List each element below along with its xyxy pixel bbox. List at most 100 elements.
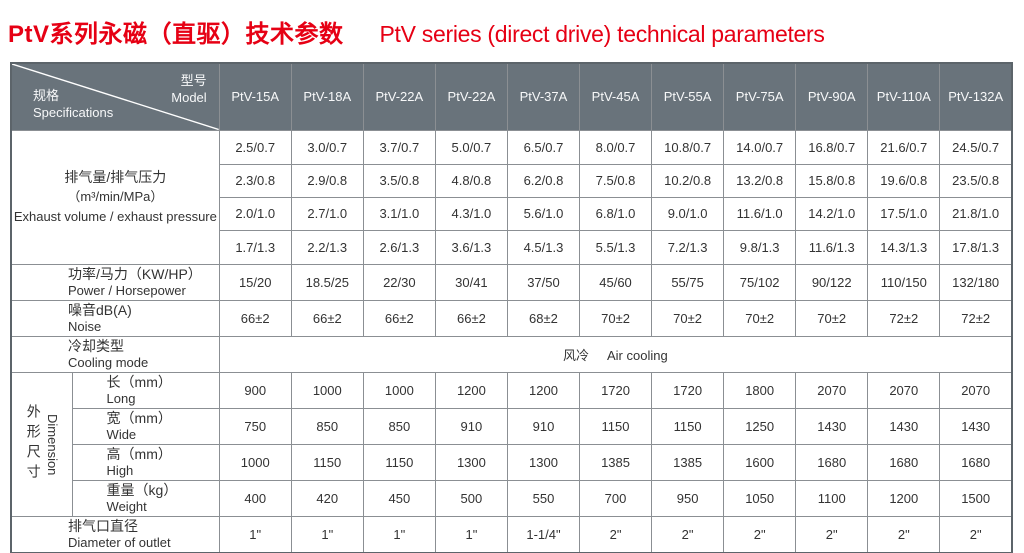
value-cell: 910 bbox=[434, 407, 508, 445]
value-cell: 45/60 bbox=[578, 263, 653, 301]
value-cell: 1-1/4" bbox=[506, 516, 581, 553]
weight-label-cell: 重量（kg） Weight bbox=[71, 479, 220, 518]
value-cell: 1" bbox=[290, 516, 364, 553]
value-cell: 1600 bbox=[723, 443, 797, 481]
value-cell: 500 bbox=[434, 479, 508, 518]
value-cell: 7.5/0.8 bbox=[578, 163, 653, 198]
cooling-value-zh: 风冷 bbox=[562, 347, 589, 363]
value-cell: 2.9/0.8 bbox=[290, 163, 364, 198]
spec-table: 型号 Model 规格 Specifications PtV-15A PtV-18… bbox=[10, 62, 1013, 553]
value-cell: 1720 bbox=[578, 371, 653, 409]
value-cell: 66±2 bbox=[290, 299, 364, 337]
row-exhaust-1.0: 2.0/1.0 2.7/1.0 3.1/1.0 4.3/1.0 5.6/1.0 6.8/1… bbox=[11, 196, 1013, 231]
exhaust-label-zh: 排气量/排气压力 bbox=[64, 169, 167, 186]
value-cell: 4.5/1.3 bbox=[506, 229, 581, 265]
value-cell: 14.3/1.3 bbox=[867, 229, 941, 265]
value-cell: 1050 bbox=[723, 479, 797, 518]
value-cell: 1430 bbox=[867, 407, 941, 445]
value-cell: 1150 bbox=[362, 443, 436, 481]
value-cell: 132/180 bbox=[939, 263, 1013, 301]
model-header-cell: PtV-37A bbox=[506, 62, 581, 131]
row-outlet: 排气口直径 Diameter of outlet 1" 1" 1" 1" 1-1/4" 2… bbox=[10, 516, 1013, 553]
value-cell: 75/102 bbox=[723, 263, 797, 301]
power-label-zh: 功率/马力（KW/HP） bbox=[68, 265, 202, 282]
model-header-cell: PtV-45A bbox=[578, 62, 653, 131]
power-label-en: Power / Horsepower bbox=[68, 282, 186, 298]
corner-model-label: 型号 Model bbox=[171, 73, 206, 107]
value-cell: 17.5/1.0 bbox=[867, 196, 941, 231]
corner-spec-en: Specifications bbox=[33, 104, 114, 120]
outlet-label-en: Diameter of outlet bbox=[68, 535, 171, 551]
noise-label-cell: 噪音dB(A) Noise bbox=[10, 299, 220, 337]
value-cell: 55/75 bbox=[651, 263, 725, 301]
value-cell: 110/150 bbox=[867, 263, 941, 301]
value-cell: 66±2 bbox=[362, 299, 436, 337]
value-cell: 5.6/1.0 bbox=[506, 196, 581, 231]
corner-spec-zh: 规格 bbox=[33, 87, 60, 103]
value-cell: 23.5/0.8 bbox=[939, 163, 1013, 198]
value-cell: 21.6/0.7 bbox=[867, 129, 941, 165]
value-cell: 1200 bbox=[867, 479, 941, 518]
value-cell: 22/30 bbox=[362, 263, 436, 301]
value-cell: 4.3/1.0 bbox=[434, 196, 508, 231]
value-cell: 1000 bbox=[290, 371, 364, 409]
model-header-cell: PtV-75A bbox=[723, 62, 797, 131]
dimension-group-en: Dimension bbox=[44, 413, 60, 476]
dimension-group-label: 外形尺寸 Dimension bbox=[12, 404, 72, 484]
value-cell: 1430 bbox=[939, 407, 1013, 445]
value-cell: 1000 bbox=[362, 371, 436, 409]
value-cell: 3.5/0.8 bbox=[362, 163, 436, 198]
row-dimension-wide: 宽（mm） Wide 750 850 850 910 910 1150 1150 1250 14… bbox=[11, 407, 1013, 445]
header-row: 型号 Model 规格 Specifications PtV-15A PtV-18… bbox=[10, 62, 1013, 131]
value-cell: 1300 bbox=[506, 443, 581, 481]
value-cell: 1680 bbox=[867, 443, 941, 481]
cooling-label-en: Cooling mode bbox=[68, 354, 149, 370]
outlet-label-zh: 排气口直径 bbox=[68, 518, 138, 535]
value-cell: 2070 bbox=[939, 371, 1013, 409]
value-cell: 2" bbox=[651, 516, 725, 553]
cooling-value-cell: 风冷 Air cooling bbox=[218, 335, 1013, 373]
value-cell: 1150 bbox=[651, 407, 725, 445]
model-header-cell: PtV-15A bbox=[218, 62, 292, 131]
corner-model-en: Model bbox=[171, 89, 207, 105]
value-cell: 15/20 bbox=[218, 263, 292, 301]
long-label-cell: 长（mm） Long bbox=[71, 371, 220, 409]
value-cell: 750 bbox=[218, 407, 292, 445]
value-cell: 1385 bbox=[651, 443, 725, 481]
value-cell: 2.6/1.3 bbox=[362, 229, 436, 265]
high-label-en: High bbox=[106, 463, 134, 479]
value-cell: 950 bbox=[651, 479, 725, 518]
value-cell: 5.0/0.7 bbox=[434, 129, 508, 165]
value-cell: 3.0/0.7 bbox=[290, 129, 364, 165]
value-cell: 7.2/1.3 bbox=[651, 229, 725, 265]
value-cell: 70±2 bbox=[651, 299, 725, 337]
row-exhaust-0.7: 排气量/排气压力 （m³/min/MPa） Exhaust volume / e… bbox=[10, 129, 1013, 265]
value-cell: 2" bbox=[795, 516, 869, 553]
value-cell: 2" bbox=[939, 516, 1013, 553]
value-cell: 1000 bbox=[218, 443, 292, 481]
model-header-cell: PtV-55A bbox=[651, 62, 725, 131]
value-cell: 1100 bbox=[795, 479, 869, 518]
value-cell: 8.0/0.7 bbox=[578, 129, 653, 165]
model-header-cell: PtV-18A bbox=[290, 62, 364, 131]
value-cell: 2.3/0.8 bbox=[218, 163, 292, 198]
cooling-label-zh: 冷却类型 bbox=[68, 337, 124, 354]
value-cell: 4.8/0.8 bbox=[434, 163, 508, 198]
value-cell: 1720 bbox=[651, 371, 725, 409]
value-cell: 2" bbox=[723, 516, 797, 553]
cooling-label-cell: 冷却类型 Cooling mode bbox=[10, 335, 220, 373]
value-cell: 3.6/1.3 bbox=[434, 229, 508, 265]
value-cell: 900 bbox=[218, 371, 292, 409]
value-cell: 2" bbox=[867, 516, 941, 553]
value-cell: 550 bbox=[506, 479, 581, 518]
model-header-cell: PtV-110A bbox=[867, 62, 941, 131]
diagonal-line bbox=[12, 64, 219, 130]
value-cell: 3.7/0.7 bbox=[362, 129, 436, 165]
corner-cell: 型号 Model 规格 Specifications bbox=[10, 62, 220, 131]
value-cell: 11.6/1.0 bbox=[723, 196, 797, 231]
value-cell: 1500 bbox=[939, 479, 1013, 518]
noise-label-en: Noise bbox=[68, 318, 102, 334]
value-cell: 6.8/1.0 bbox=[578, 196, 653, 231]
exhaust-label-en: Exhaust volume / exhaust pressure bbox=[13, 209, 217, 225]
value-cell: 1680 bbox=[939, 443, 1013, 481]
